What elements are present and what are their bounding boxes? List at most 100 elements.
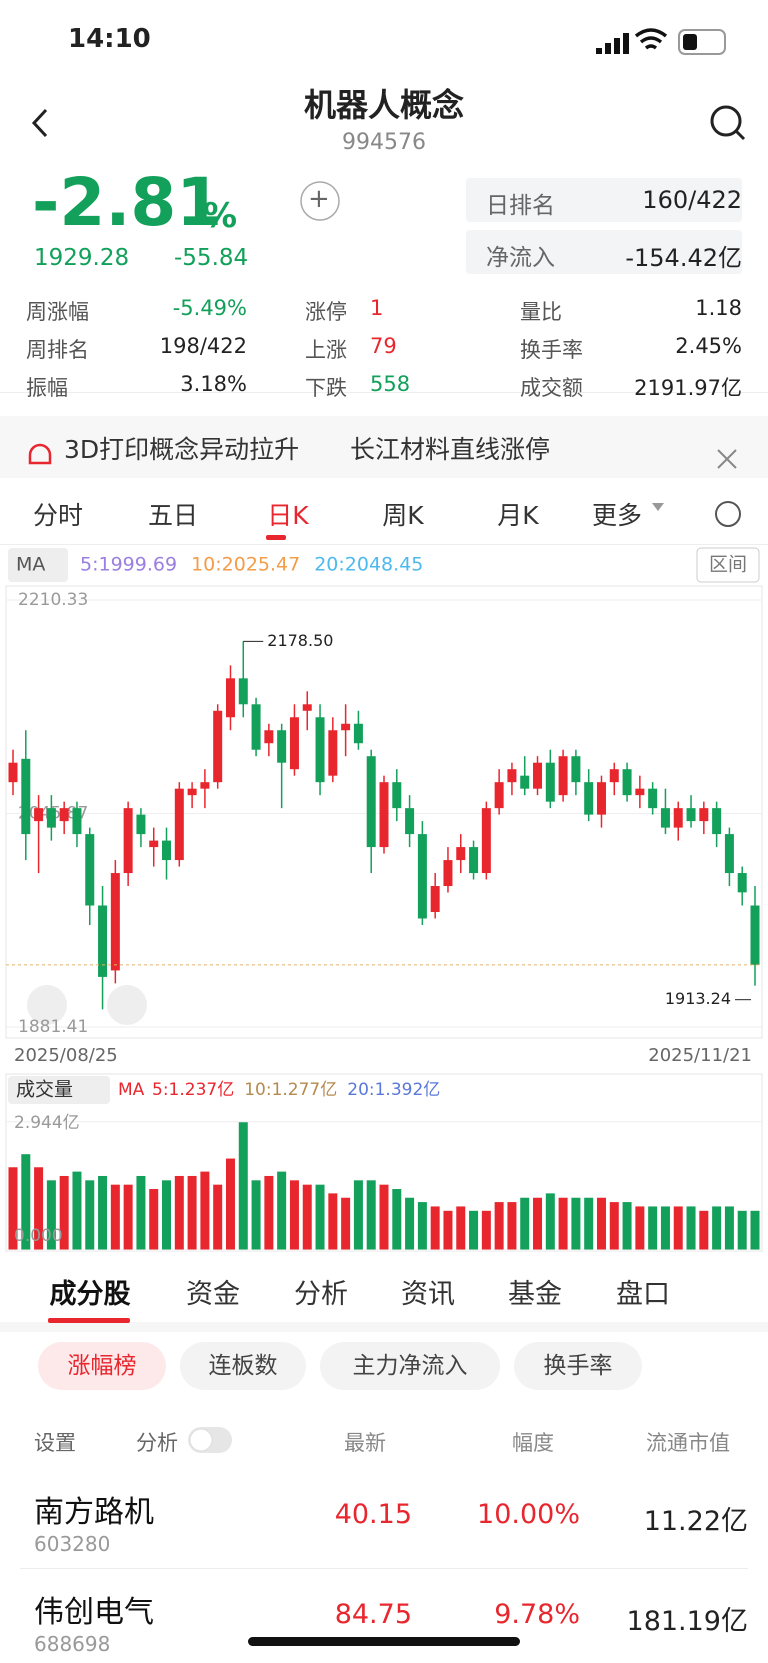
sub-tab[interactable]: 盘口 [616, 1279, 670, 1310]
candle-body [8, 762, 18, 783]
table-header[interactable]: 幅度 [512, 1431, 554, 1455]
candle-body [507, 769, 517, 783]
table-header[interactable]: 设置 [34, 1431, 76, 1455]
volume-ma-legend: 10:1.277亿 [244, 1080, 337, 1100]
candle-body [584, 782, 594, 815]
stat-value: 2191.97亿 [634, 376, 742, 400]
ma-legend: 20:2048.45 [314, 554, 423, 576]
candle-body [443, 860, 453, 887]
volume-bar [584, 1197, 594, 1250]
candle-body [417, 834, 427, 919]
candle-body [750, 905, 760, 965]
candle-body [353, 723, 363, 744]
volume-tick-label: 0.000 [14, 1226, 63, 1246]
stock-pct: 9.78% [494, 1599, 580, 1630]
divider [0, 392, 768, 393]
stat-value: 558 [370, 372, 411, 396]
candle-body [712, 808, 722, 835]
table-header[interactable]: 分析 [136, 1431, 178, 1455]
fullscreen-button[interactable] [107, 985, 147, 1025]
volume-bar [187, 1175, 197, 1250]
candle-body [149, 840, 159, 848]
search-icon [734, 129, 746, 141]
wifi [634, 28, 668, 50]
tab[interactable]: 分时 [32, 501, 83, 530]
pill[interactable]: 连板数 [180, 1342, 306, 1390]
volume-bar [533, 1197, 543, 1250]
volume-bar [289, 1180, 299, 1250]
volume-bar [648, 1206, 658, 1250]
stat-label: 下跌 [305, 376, 347, 400]
volume-bar [59, 1175, 69, 1250]
pill[interactable]: 主力净流入 [320, 1342, 500, 1390]
sub-tab[interactable]: 资金 [186, 1279, 240, 1310]
add-button[interactable] [300, 181, 340, 221]
annotation: 2178.50 [267, 631, 333, 650]
pill[interactable]: 换手率 [514, 1342, 642, 1390]
change-pct: -2.81 [32, 164, 223, 241]
volume-bar [200, 1171, 210, 1250]
dropdown [652, 503, 664, 511]
range-button[interactable] [696, 547, 760, 583]
stat-value: 198/422 [159, 334, 247, 358]
volume-bar [737, 1210, 747, 1250]
volume-bar [443, 1210, 453, 1250]
candle-body [21, 758, 31, 835]
tab[interactable]: 更多 [591, 501, 642, 530]
candle-body [85, 834, 95, 906]
x-tick-label: 2025/11/21 [648, 1045, 752, 1066]
price: 1929.28 [34, 245, 130, 271]
volume-bar [379, 1184, 389, 1250]
pill[interactable]: 涨幅榜 [38, 1342, 166, 1390]
sub-tab[interactable]: 分析 [294, 1279, 348, 1310]
candle-body [379, 782, 389, 848]
subtab-underline [48, 1318, 130, 1323]
chart-frame [5, 585, 763, 1039]
ma-button[interactable] [8, 548, 68, 582]
stat-label: 周排名 [26, 338, 89, 362]
tab[interactable]: 日K [267, 501, 309, 530]
divider [20, 1568, 748, 1569]
x-tick-label: 2025/08/25 [14, 1045, 118, 1066]
stock-code: 603280 [34, 1532, 111, 1556]
candle-body [213, 710, 223, 783]
candle-body [174, 788, 184, 861]
candle-body [392, 782, 402, 809]
candle-body [558, 756, 568, 796]
stock-name[interactable]: 南方路机 [34, 1495, 154, 1530]
tab[interactable]: 五日 [147, 501, 198, 530]
volume-bar [110, 1184, 120, 1250]
back-icon[interactable] [31, 108, 48, 138]
range-button: 区间 [709, 554, 747, 576]
sub-tab[interactable]: 成分股 [49, 1279, 131, 1310]
divider [0, 1322, 768, 1332]
banner-text[interactable]: 3D打印概念异动拉升 [64, 435, 300, 464]
settings-icon[interactable] [715, 501, 741, 527]
candle-body [405, 808, 415, 835]
candle-body [72, 808, 82, 835]
candle-body [225, 678, 235, 718]
tab[interactable]: 月K [497, 501, 539, 530]
volume-button[interactable] [8, 1076, 110, 1104]
table-header[interactable]: 流通市值 [646, 1431, 730, 1455]
ma-button: MA [16, 554, 45, 576]
expand-button[interactable] [27, 985, 67, 1025]
tab[interactable]: 周K [382, 501, 424, 530]
stat-value: -5.49% [172, 296, 247, 320]
sub-tab[interactable]: 资讯 [401, 1279, 455, 1310]
volume-bar [686, 1206, 696, 1250]
sub-tab[interactable]: 基金 [508, 1279, 562, 1310]
banner-text[interactable]: 长江材料直线涨停 [350, 435, 551, 464]
stat-value: 1.18 [695, 296, 742, 320]
volume-bar [481, 1210, 491, 1250]
stock-name[interactable]: 伟创电气 [34, 1595, 154, 1630]
volume-bar [494, 1202, 504, 1250]
table-header[interactable]: 最新 [344, 1431, 386, 1455]
candle-body [315, 717, 325, 783]
close-icon[interactable] [717, 449, 737, 469]
candle-body [648, 788, 658, 809]
candle-body [136, 814, 146, 835]
volume-bar [635, 1206, 645, 1250]
search-icon[interactable] [710, 105, 742, 137]
